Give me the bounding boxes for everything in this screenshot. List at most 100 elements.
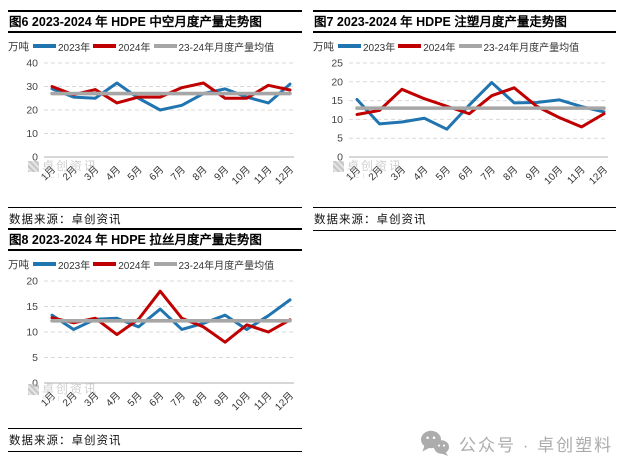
figure-7-legend: 万吨 2023年 2024年 23-24年月度产量均值 <box>313 37 616 55</box>
legend-swatch-2023 <box>338 44 361 48</box>
legend-swatch-mean <box>458 44 482 48</box>
legend-item-2023: 2023年 <box>33 39 90 54</box>
wechat-icon <box>421 430 449 456</box>
figure-6-hdpe-hollow: 图6 2023-2024 年 HDPE 中空月度产量走势图 万吨 2023年 2… <box>8 10 302 231</box>
svg-text:9月: 9月 <box>523 164 542 183</box>
wechat-account-badge: 公众号 · 卓创塑料 <box>420 430 613 457</box>
svg-text:40: 40 <box>26 58 38 70</box>
svg-text:5月: 5月 <box>125 164 144 183</box>
svg-text:5: 5 <box>32 352 38 364</box>
svg-text:2月: 2月 <box>366 164 385 183</box>
figure-7-title-text: 图7 2023-2024 年 HDPE 注塑月度产量走势图 <box>314 15 567 29</box>
figure-8-hdpe-wiredrawing: 图8 2023-2024 年 HDPE 拉丝月度产量走势图 万吨 2023年 2… <box>8 228 302 452</box>
legend-item-2023: 2023年 <box>338 39 395 54</box>
svg-text:11月: 11月 <box>252 390 275 413</box>
svg-text:5月: 5月 <box>125 390 144 409</box>
svg-text:4月: 4月 <box>411 164 430 183</box>
figure-7-hdpe-injection: 图7 2023-2024 年 HDPE 注塑月度产量走势图 万吨 2023年 2… <box>313 10 616 231</box>
legend-label-2023: 2023年 <box>58 42 91 54</box>
svg-text:8月: 8月 <box>190 164 209 183</box>
legend-label-2024: 2024年 <box>423 42 456 54</box>
legend-label-mean: 23-24年月度产量均值 <box>483 42 580 54</box>
svg-text:10月: 10月 <box>229 390 252 413</box>
svg-text:3月: 3月 <box>82 390 101 409</box>
legend-swatch-2024 <box>93 44 117 48</box>
svg-text:3月: 3月 <box>389 164 408 183</box>
legend-label-mean: 23-24年月度产量均值 <box>178 260 275 272</box>
legend-label-2023: 2023年 <box>58 260 91 272</box>
svg-text:20: 20 <box>26 105 38 117</box>
svg-text:6月: 6月 <box>147 390 166 409</box>
legend-item-2024: 2024年 <box>93 39 151 54</box>
legend-item-mean: 23-24年月度产量均值 <box>458 39 580 54</box>
svg-text:12月: 12月 <box>587 164 610 187</box>
figure-8-source: 数据来源：卓创资讯 <box>8 428 302 452</box>
y-axis-unit-label: 万吨 <box>8 40 29 53</box>
legend-swatch-2024 <box>93 262 117 266</box>
svg-text:5: 5 <box>337 133 343 145</box>
wechat-account-text: 公众号 · 卓创塑料 <box>459 436 614 455</box>
svg-text:15: 15 <box>331 95 343 107</box>
svg-text:0: 0 <box>337 152 343 164</box>
svg-text:6月: 6月 <box>456 164 475 183</box>
legend-label-mean: 23-24年月度产量均值 <box>178 42 275 54</box>
svg-text:10月: 10月 <box>542 164 565 187</box>
legend-item-2024: 2024年 <box>398 39 456 54</box>
svg-text:10月: 10月 <box>229 164 252 187</box>
figure-8-title-text: 图8 2023-2024 年 HDPE 拉丝月度产量走势图 <box>9 233 262 247</box>
legend-label-2023: 2023年 <box>363 42 396 54</box>
legend-swatch-mean <box>153 262 177 266</box>
legend-swatch-2023 <box>33 44 56 48</box>
figure-6-title: 图6 2023-2024 年 HDPE 中空月度产量走势图 <box>8 10 302 33</box>
legend-label-2024: 2024年 <box>118 42 151 54</box>
svg-text:2月: 2月 <box>60 390 79 409</box>
svg-text:0: 0 <box>32 152 38 164</box>
svg-text:9月: 9月 <box>212 390 231 409</box>
svg-text:30: 30 <box>26 81 38 93</box>
svg-text:1月: 1月 <box>39 390 58 409</box>
svg-text:10: 10 <box>26 128 38 140</box>
svg-text:7月: 7月 <box>478 164 497 183</box>
svg-text:12月: 12月 <box>273 390 296 413</box>
y-axis-unit-label: 万吨 <box>8 258 29 271</box>
svg-text:1月: 1月 <box>39 164 58 183</box>
svg-text:4月: 4月 <box>104 164 123 183</box>
svg-text:9月: 9月 <box>212 164 231 183</box>
svg-text:10: 10 <box>26 327 38 339</box>
legend-item-mean: 23-24年月度产量均值 <box>153 39 275 54</box>
svg-text:11月: 11月 <box>565 164 588 187</box>
svg-text:12月: 12月 <box>273 164 296 187</box>
y-axis-unit-label: 万吨 <box>313 40 334 53</box>
svg-text:7月: 7月 <box>168 164 187 183</box>
figure-6-legend: 万吨 2023年 2024年 23-24年月度产量均值 <box>8 37 302 55</box>
svg-text:5月: 5月 <box>433 164 452 183</box>
legend-item-2024: 2024年 <box>93 257 151 272</box>
svg-text:8月: 8月 <box>501 164 520 183</box>
svg-text:8月: 8月 <box>190 390 209 409</box>
legend-swatch-2024 <box>398 44 422 48</box>
figure-7-line-chart: 0 5 10 15 20 25 1月 2月 3月 4月 5月 6月 7月 8月 9月 10月 11月 12月 <box>331 58 610 188</box>
svg-text:7月: 7月 <box>168 390 187 409</box>
figure-7-title: 图7 2023-2024 年 HDPE 注塑月度产量走势图 <box>313 10 616 33</box>
figure-8-legend: 万吨 2023年 2024年 23-24年月度产量均值 <box>8 255 302 273</box>
svg-text:25: 25 <box>331 58 343 70</box>
svg-text:3月: 3月 <box>82 164 101 183</box>
svg-text:6月: 6月 <box>147 164 166 183</box>
svg-text:1月: 1月 <box>344 164 363 183</box>
svg-text:15: 15 <box>26 301 38 313</box>
legend-label-2024: 2024年 <box>118 260 151 272</box>
figure-7-source: 数据来源：卓创资讯 <box>313 207 616 231</box>
figure-8-title: 图8 2023-2024 年 HDPE 拉丝月度产量走势图 <box>8 228 302 251</box>
svg-text:4月: 4月 <box>104 390 123 409</box>
legend-item-mean: 23-24年月度产量均值 <box>153 257 275 272</box>
svg-text:20: 20 <box>331 76 343 88</box>
legend-item-2023: 2023年 <box>33 257 90 272</box>
legend-swatch-mean <box>153 44 177 48</box>
svg-text:0: 0 <box>32 378 38 390</box>
figure-6-title-text: 图6 2023-2024 年 HDPE 中空月度产量走势图 <box>9 15 262 29</box>
svg-text:10: 10 <box>331 114 343 126</box>
legend-swatch-2023 <box>33 262 56 266</box>
